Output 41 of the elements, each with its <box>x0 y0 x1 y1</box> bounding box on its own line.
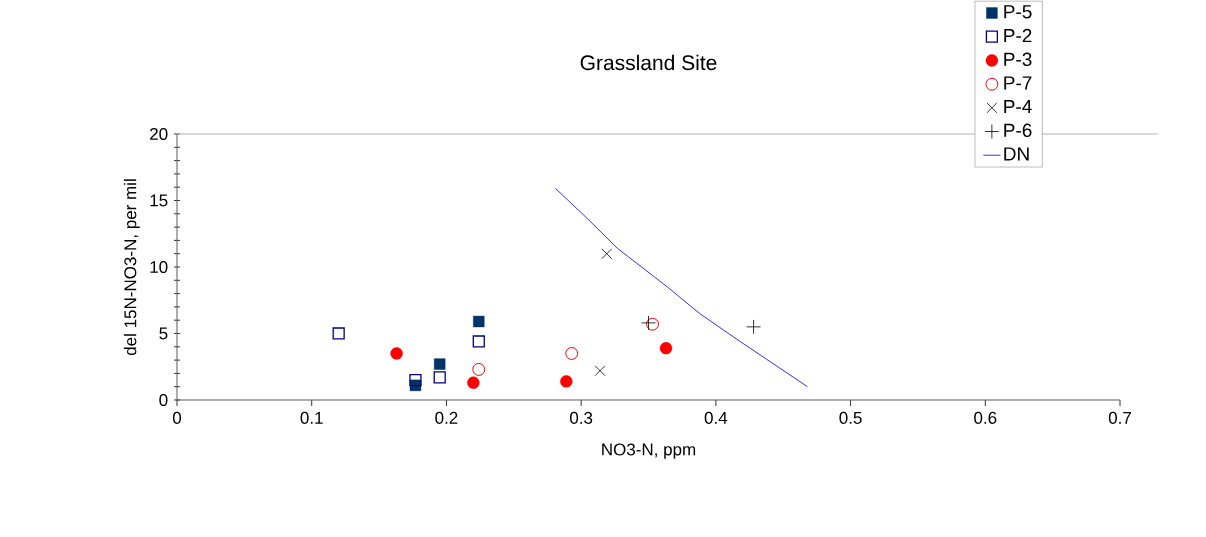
x-tick-label: 0.4 <box>704 411 728 424</box>
point <box>565 346 579 360</box>
legend-label: P-4 <box>1004 100 1032 114</box>
x-tick-label: 0.6 <box>974 411 997 424</box>
point <box>659 341 673 355</box>
point <box>390 347 403 360</box>
chart-title: Grassland Site <box>580 54 717 71</box>
point <box>433 371 446 384</box>
point <box>409 373 422 387</box>
y-tick-label: 5 <box>159 327 168 340</box>
legend-label: P-5 <box>1004 5 1032 19</box>
point <box>472 335 485 348</box>
x-axis-title: NO3-N, ppm <box>602 443 696 459</box>
legend-label: DN <box>1004 147 1029 161</box>
x-tick-label: 0.5 <box>839 411 862 424</box>
y-tick-label: 20 <box>150 127 168 141</box>
point <box>560 375 573 388</box>
x-tick-label: 0.2 <box>435 411 458 424</box>
legend-label: P-2 <box>1004 28 1032 43</box>
point <box>332 327 345 340</box>
legend-label: P-7 <box>1004 76 1032 90</box>
x-tick-label: 0.3 <box>570 411 593 424</box>
legend-label: P-3 <box>1004 52 1032 67</box>
point <box>472 362 486 376</box>
line-series <box>555 188 808 388</box>
x-tick-label: 0.1 <box>300 411 323 424</box>
point <box>467 376 480 389</box>
y-tick-label: 15 <box>150 194 168 207</box>
point <box>594 365 606 377</box>
point <box>473 315 485 328</box>
point <box>641 315 656 331</box>
x-tick-label: 0 <box>172 411 182 424</box>
legend-label: P-6 <box>1004 123 1032 138</box>
point <box>601 248 613 260</box>
point <box>646 317 660 331</box>
y-tick-label: 0 <box>159 393 168 407</box>
y-tick-label: 10 <box>150 260 168 274</box>
point <box>746 319 761 335</box>
x-tick-label: 0.7 <box>1108 411 1131 424</box>
y-axis-title: del 15N-NO3-N, per mil <box>123 179 140 356</box>
point <box>434 358 446 370</box>
